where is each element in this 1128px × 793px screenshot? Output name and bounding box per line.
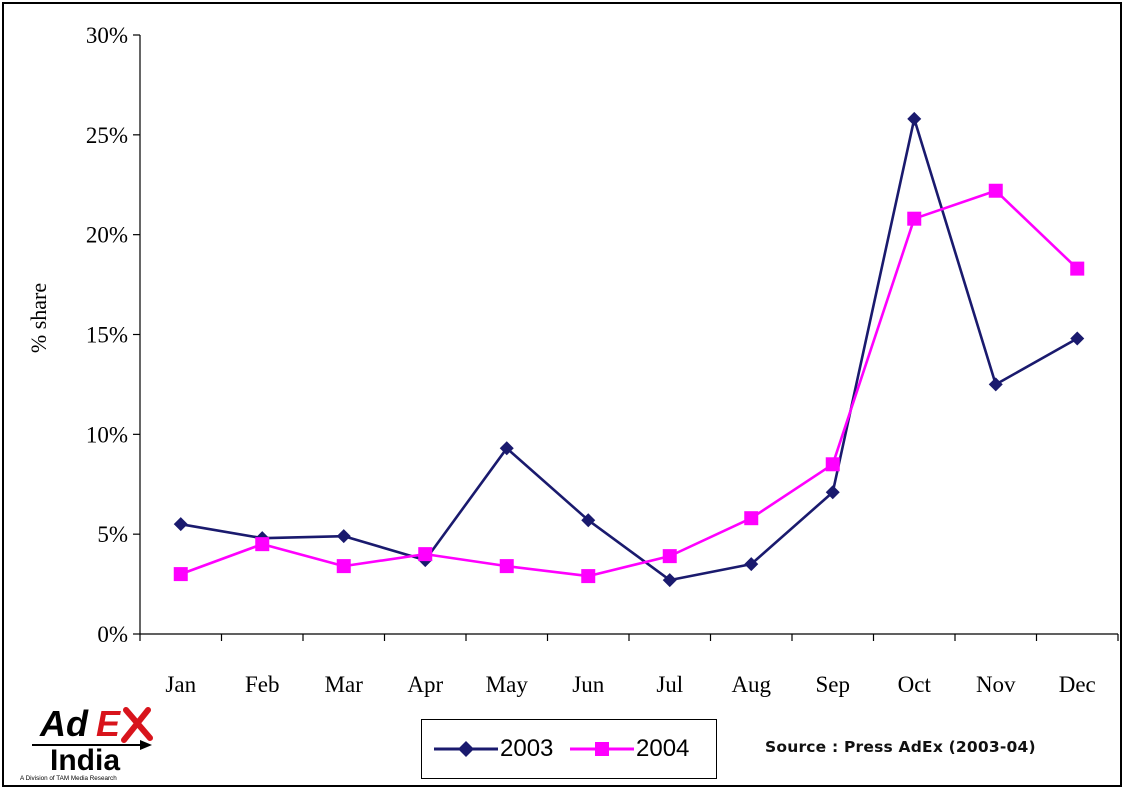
series-2003 — [173, 111, 1085, 588]
y-axis: 0% 5% 10% 15% 20% 25% 30% — [86, 23, 141, 647]
y-tick-label: 25% — [86, 123, 128, 148]
legend-item-2003: 2003 — [434, 730, 553, 768]
svg-text:A Division of TAM Media Resear: A Division of TAM Media Research — [20, 775, 117, 782]
x-tick-label: Jan — [165, 672, 196, 697]
x-tick-label: Oct — [898, 672, 932, 697]
series-layer — [173, 111, 1085, 588]
data-point — [907, 211, 922, 226]
data-point — [499, 441, 514, 456]
legend-label-2004: 2004 — [636, 735, 690, 762]
data-point — [173, 567, 188, 582]
data-point — [662, 549, 677, 564]
svg-text:India: India — [50, 744, 120, 777]
legend-item-2004: 2004 — [570, 730, 689, 768]
data-point — [499, 559, 514, 574]
x-tick-label: Apr — [407, 672, 443, 697]
data-point — [744, 557, 759, 572]
data-point — [825, 485, 840, 500]
series-2004 — [173, 183, 1085, 584]
data-point — [1070, 261, 1085, 276]
data-point — [825, 457, 840, 472]
y-axis-title: % share — [26, 283, 51, 353]
legend-label-2003: 2003 — [500, 735, 554, 762]
x-tick-label: Jul — [656, 672, 683, 697]
y-tick-label: 15% — [86, 323, 128, 348]
x-tick-label: Feb — [245, 672, 280, 697]
svg-text:E: E — [96, 703, 121, 744]
legend-swatch-2004 — [570, 742, 634, 756]
data-point — [418, 547, 433, 562]
data-point — [662, 573, 677, 588]
y-tick-label: 30% — [86, 23, 128, 48]
line-chart: 0% 5% 10% 15% 20% 25% 30% Jan Feb Mar Apr May Jun Ju… — [26, 23, 1119, 697]
data-point — [907, 111, 922, 126]
x-tick-label: Jun — [572, 672, 604, 697]
data-point — [336, 559, 351, 574]
x-tick-label: Dec — [1059, 672, 1096, 697]
y-tick-label: 5% — [97, 522, 128, 547]
data-point — [581, 513, 596, 528]
data-point — [1070, 331, 1085, 346]
legend-swatch-2003 — [434, 741, 498, 757]
data-point — [744, 511, 759, 526]
series-line-2004 — [180, 189, 1079, 578]
y-tick-label: 10% — [86, 422, 128, 447]
x-tick-label: May — [486, 672, 529, 697]
data-point — [988, 183, 1003, 198]
svg-text:Ad: Ad — [39, 703, 89, 744]
chart-legend: 2003 2004 — [421, 719, 717, 779]
data-point — [255, 537, 270, 552]
data-point — [988, 377, 1003, 392]
data-point — [581, 569, 596, 584]
y-tick-label: 20% — [86, 223, 128, 248]
x-tick-label: Mar — [325, 672, 364, 697]
x-tick-label: Sep — [816, 672, 851, 697]
source-note: Source : Press AdEx (2003-04) — [765, 738, 1036, 756]
x-tick-label: Aug — [731, 672, 771, 697]
x-tick-label: Nov — [976, 672, 1016, 697]
adex-india-logo: Ad E India A Division of TAM Media Resea… — [18, 700, 168, 782]
data-point — [336, 529, 351, 544]
data-point — [173, 517, 188, 532]
y-tick-label: 0% — [97, 622, 128, 647]
x-axis: Jan Feb Mar Apr May Jun Jul Aug Sep Oct Nov Dec — [139, 633, 1119, 697]
series-line-2003 — [180, 117, 1078, 582]
